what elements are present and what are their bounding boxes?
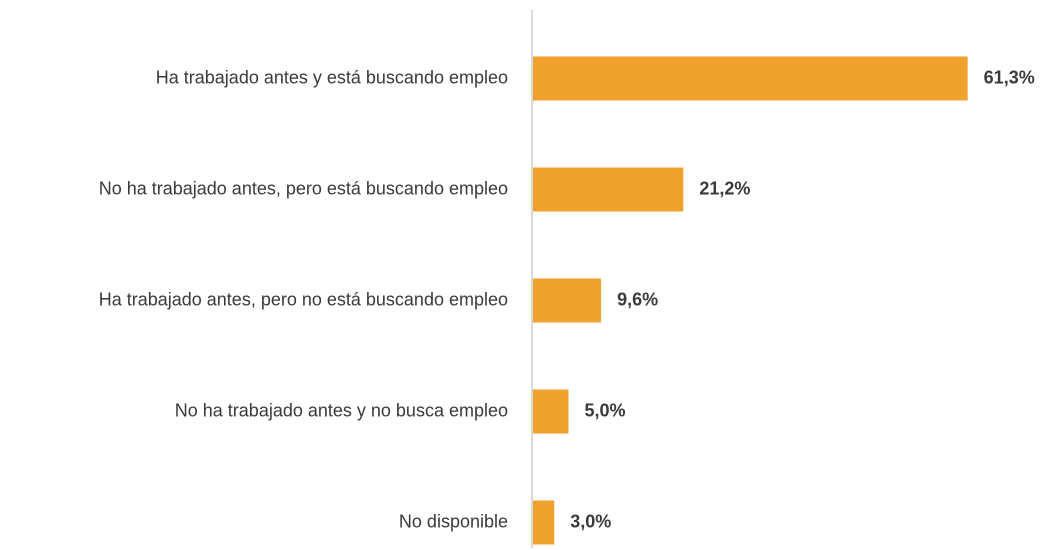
bar-1 bbox=[533, 56, 968, 101]
bar-2 bbox=[533, 167, 684, 212]
category-label-4: No ha trabajado antes y no busca empleo bbox=[175, 400, 508, 420]
data-label-4: 5,0% bbox=[584, 400, 625, 420]
bars-layer bbox=[533, 56, 968, 545]
bar-4 bbox=[533, 389, 569, 434]
bar-3 bbox=[533, 278, 602, 323]
category-label-2: No ha trabajado antes, pero está buscand… bbox=[99, 178, 508, 198]
bar-5 bbox=[533, 500, 555, 545]
labels-layer: Ha trabajado antes y está buscando emple… bbox=[99, 67, 1035, 531]
category-label-1: Ha trabajado antes y está buscando emple… bbox=[156, 67, 508, 87]
data-label-5: 3,0% bbox=[570, 511, 611, 531]
category-label-5: No disponible bbox=[399, 511, 508, 531]
data-label-3: 9,6% bbox=[617, 289, 658, 309]
category-label-3: Ha trabajado antes, pero no está buscand… bbox=[99, 289, 508, 309]
data-label-2: 21,2% bbox=[699, 178, 750, 198]
data-label-1: 61,3% bbox=[984, 67, 1035, 87]
